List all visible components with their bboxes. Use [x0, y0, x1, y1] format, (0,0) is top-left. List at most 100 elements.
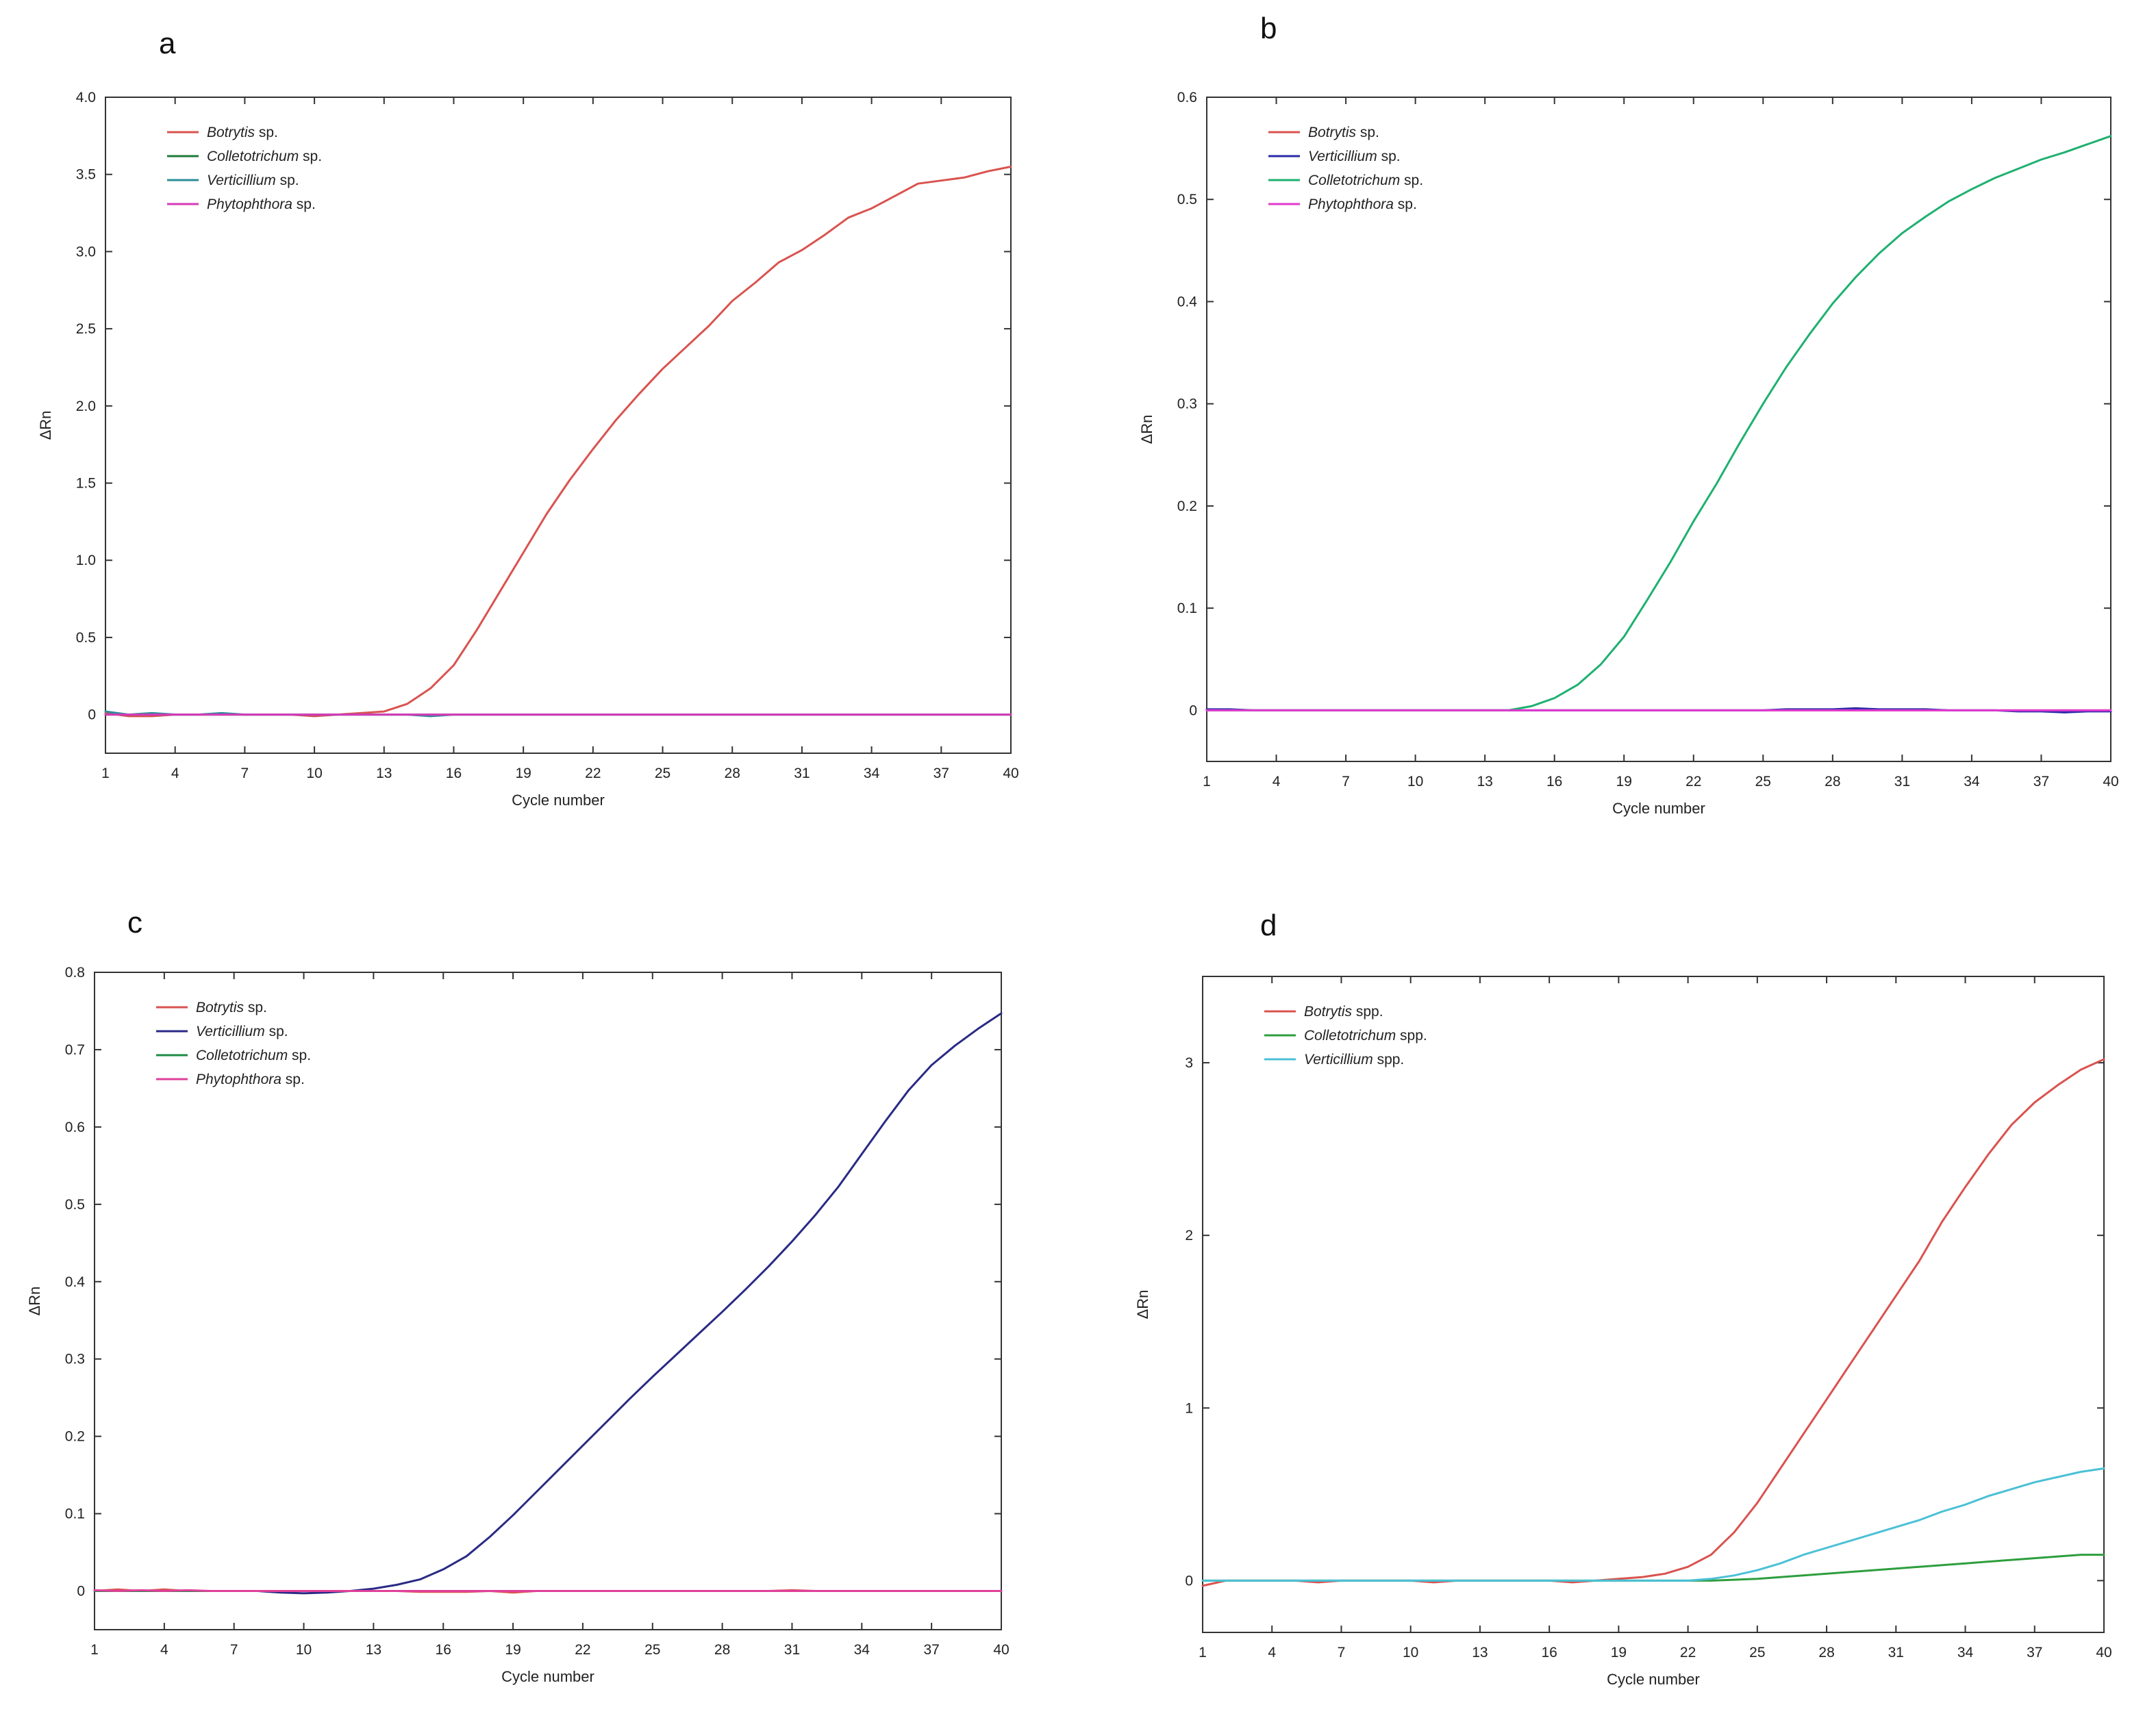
y-tick-label: 0.1: [65, 1506, 85, 1522]
y-tick-label: 1.5: [76, 476, 96, 492]
x-tick-label: 25: [1749, 1645, 1765, 1660]
legend-suffix: sp.: [288, 1048, 311, 1063]
legend-suffix: sp.: [1394, 197, 1417, 212]
x-tick-label: 10: [1403, 1645, 1418, 1660]
legend-suffix: sp.: [1356, 125, 1379, 140]
x-axis-title: Cycle number: [512, 792, 605, 809]
x-tick-label: 16: [436, 1642, 451, 1658]
x-tick-label: 10: [1407, 774, 1423, 789]
x-tick-label: 25: [655, 766, 670, 781]
y-tick-label: 0.7: [65, 1042, 85, 1058]
x-tick-label: 37: [933, 766, 949, 781]
x-tick-label: 10: [296, 1642, 312, 1658]
legend-suffix: sp.: [299, 149, 322, 164]
x-tick-label: 4: [1273, 774, 1281, 789]
x-tick-label: 1: [101, 766, 110, 781]
x-tick-label: 31: [784, 1642, 800, 1658]
legend-entry: Colletotrichum spp.: [1304, 1028, 1427, 1044]
series-line-verticillium: [93, 1012, 1003, 1595]
x-tick-label: 28: [714, 1642, 730, 1658]
legend-entry: Verticillium spp.: [1304, 1052, 1404, 1068]
series-line-botrytis: [104, 165, 1012, 718]
x-tick-label: 40: [1003, 766, 1018, 781]
x-tick-label: 25: [644, 1642, 660, 1658]
series-line-verticillium: [1201, 1467, 2105, 1582]
x-tick-label: 16: [1541, 1645, 1557, 1660]
x-tick-label: 25: [1755, 774, 1771, 789]
legend-entry: Verticillium sp.: [207, 173, 299, 188]
x-tick-label: 31: [1894, 774, 1910, 789]
legend-suffix: sp.: [1400, 173, 1423, 188]
series-line-botrytis: [1201, 1058, 2105, 1587]
x-tick-label: 28: [1818, 1645, 1834, 1660]
legend-suffix: spp.: [1352, 1004, 1383, 1020]
x-tick-label: 28: [1825, 774, 1840, 789]
y-tick-label: 1.0: [76, 553, 96, 568]
y-tick-label: 3.0: [76, 244, 96, 260]
legend-entry: Phytophthora sp.: [207, 197, 316, 212]
y-axis-title: ΔRn: [1138, 415, 1155, 444]
y-tick-label: 2.0: [76, 399, 96, 414]
y-tick-label: 0.3: [1177, 396, 1197, 412]
legend-entry: Verticillium sp.: [196, 1024, 288, 1039]
y-tick-label: 3: [1185, 1055, 1193, 1071]
legend-suffix: spp.: [1396, 1028, 1427, 1044]
panel-d: d 1 4 7 10 13 16 19 22 25 28 31 34 37 40 0 1 2 3 Cycle numb…: [1134, 909, 2112, 1688]
x-tick-label: 16: [1546, 774, 1562, 789]
x-tick-label: 19: [515, 766, 531, 781]
y-tick-label: 0: [88, 707, 96, 723]
y-tick-label: 0.3: [65, 1352, 85, 1367]
x-tick-label: 34: [1964, 774, 1980, 789]
x-tick-label: 37: [2033, 774, 2049, 789]
x-tick-label: 22: [585, 766, 601, 781]
legend-genus: Botrytis: [1304, 1004, 1353, 1020]
legend-entry: Verticillium sp.: [1308, 149, 1401, 164]
legend-genus: Verticillium: [1308, 149, 1377, 164]
legend-entry: Colletotrichum sp.: [207, 149, 322, 164]
panel-letter: d: [1260, 909, 1277, 942]
legend-entry: Phytophthora sp.: [1308, 197, 1417, 212]
legend-suffix: sp.: [281, 1072, 305, 1087]
y-tick-label: 0.2: [1177, 498, 1197, 514]
panel-letter: c: [127, 906, 142, 939]
panel-a: a 1 4 7 10 13 16 19 22 25 28 31 34 37 40 0 0.5 1.0 1.5 2.0 2…: [37, 27, 1019, 809]
y-tick-label: 0.6: [65, 1120, 85, 1135]
x-tick-label: 13: [1472, 1645, 1488, 1660]
panel-letter: b: [1260, 12, 1277, 45]
x-tick-label: 22: [1680, 1645, 1696, 1660]
plot-frame: [94, 972, 1002, 1630]
x-tick-label: 7: [1342, 774, 1350, 789]
y-axis-title: ΔRn: [1134, 1290, 1151, 1319]
y-tick-label: 3.5: [76, 167, 96, 183]
x-tick-label: 10: [306, 766, 322, 781]
series-line-colletotrichum: [1205, 135, 2112, 711]
y-tick-label: 2.5: [76, 321, 96, 337]
legend-entry: Colletotrichum sp.: [196, 1048, 311, 1063]
y-axis-title: ΔRn: [26, 1287, 43, 1316]
legend-genus: Botrytis: [207, 125, 255, 140]
x-tick-label: 37: [2027, 1645, 2042, 1660]
x-tick-label: 19: [1611, 1645, 1627, 1660]
y-tick-label: 0.5: [65, 1197, 85, 1213]
plot-frame: [105, 97, 1012, 754]
x-tick-label: 34: [854, 1642, 870, 1658]
legend-entry: Colletotrichum sp.: [1308, 173, 1423, 188]
y-tick-label: 0.5: [1177, 192, 1197, 207]
x-tick-label: 13: [366, 1642, 381, 1658]
legend-genus: Verticillium: [207, 173, 276, 188]
y-tick-label: 1: [1185, 1400, 1193, 1416]
x-tick-label: 13: [1477, 774, 1492, 789]
y-tick-label: 0.5: [76, 630, 96, 646]
x-tick-label: 7: [241, 766, 249, 781]
legend-genus: Colletotrichum: [1308, 173, 1400, 188]
panel-c: c 1 4 7 10 13 16 19 22 25 28 31 34 37 40 0 0.1 0.2 0.3 0.4 0…: [26, 906, 1010, 1685]
legend-entry: Botrytis spp.: [1304, 1004, 1383, 1020]
x-tick-label: 34: [864, 766, 880, 781]
legend-suffix: sp.: [276, 173, 299, 188]
panel-b: b 1 4 7 10 13 16 19 22 25 28 31 34 37 40 0 0.1 0.2 0.3 0.4 0…: [1138, 12, 2119, 817]
x-tick-label: 31: [794, 766, 810, 781]
x-tick-label: 4: [160, 1642, 168, 1658]
x-tick-label: 22: [575, 1642, 590, 1658]
legend-genus: Colletotrichum: [207, 149, 299, 164]
